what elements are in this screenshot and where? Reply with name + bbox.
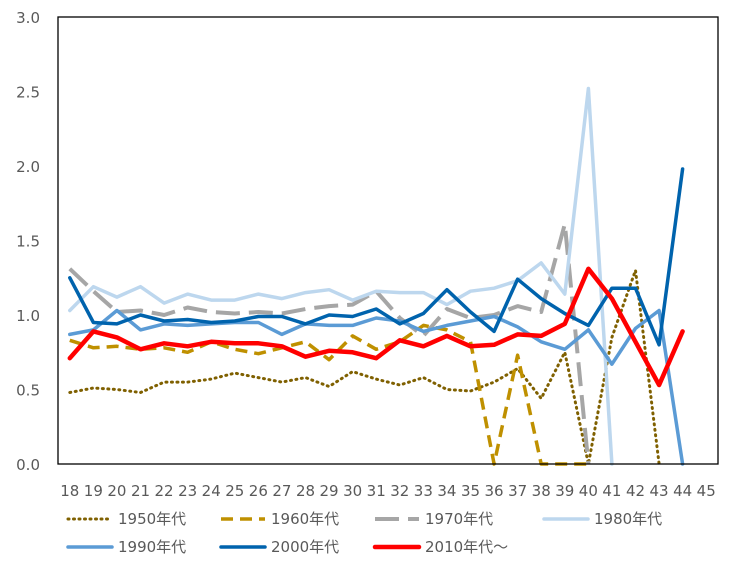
x-tick-label: 30 <box>343 482 362 500</box>
series-line-2 <box>69 323 589 466</box>
y-tick-labels: 0.0 0.5 1.0 1.5 2.0 2.5 3.0 <box>16 9 40 474</box>
legend-item: 2010年代～ <box>372 538 508 556</box>
x-tick-label: 32 <box>390 482 409 500</box>
x-tick-label: 21 <box>131 482 150 500</box>
y-tick-label: 1.5 <box>16 233 40 251</box>
legend-label: 1990年代 <box>118 538 186 556</box>
y-tick-label: 0.5 <box>16 382 40 400</box>
legend-label: 1980年代 <box>594 510 662 528</box>
series-line-3 <box>68 222 591 465</box>
legend-label: 1950年代 <box>118 510 186 528</box>
x-tick-label: 31 <box>367 482 386 500</box>
x-tick-label: 19 <box>84 482 103 500</box>
x-tick-label: 44 <box>673 482 692 500</box>
legend-label: 2010年代～ <box>425 538 508 556</box>
x-tick-label: 40 <box>579 482 598 500</box>
x-tick-label: 43 <box>650 482 669 500</box>
x-tick-label: 25 <box>225 482 244 500</box>
series-line-7 <box>67 266 685 388</box>
x-tick-label: 23 <box>178 482 197 500</box>
x-tick-label: 24 <box>202 482 221 500</box>
y-tick-label: 0.0 <box>16 456 40 474</box>
legend-item: 1980年代 <box>542 510 662 528</box>
x-tick-label: 42 <box>626 482 645 500</box>
series-line-6 <box>68 167 685 347</box>
x-tick-label: 39 <box>555 482 574 500</box>
legend: 1950年代 1960年代 1970年代 1980年代 1990年代 2000年代 2010… <box>66 510 662 556</box>
x-tick-label: 35 <box>461 482 480 500</box>
x-tick-label: 20 <box>107 482 126 500</box>
legend-item: 1990年代 <box>66 538 186 556</box>
y-tick-label: 2.5 <box>16 84 40 102</box>
x-tick-label: 33 <box>414 482 433 500</box>
x-tick-labels: 18 19 20 21 22 23 24 25 26 27 28 29 30 31 32 33 34 35 36 37… <box>60 482 716 500</box>
y-tick-label: 2.0 <box>16 158 40 176</box>
x-tick-label: 38 <box>532 482 551 500</box>
x-tick-label: 27 <box>272 482 291 500</box>
series-lines <box>67 86 685 466</box>
y-tick-label: 3.0 <box>16 9 40 27</box>
x-tick-label: 37 <box>508 482 527 500</box>
x-tick-label: 18 <box>60 482 79 500</box>
x-tick-label: 29 <box>320 482 339 500</box>
series-line-5 <box>68 308 685 466</box>
legend-item: 1970年代 <box>375 510 493 528</box>
x-tick-label: 45 <box>697 482 716 500</box>
legend-label: 2000年代 <box>271 538 339 556</box>
legend-label: 1970年代 <box>425 510 493 528</box>
legend-item: 2000年代 <box>219 538 339 556</box>
plot-area-border <box>57 16 719 465</box>
legend-item: 1950年代 <box>66 510 186 528</box>
x-tick-label: 28 <box>296 482 315 500</box>
x-tick-label: 34 <box>437 482 456 500</box>
x-tick-label: 36 <box>485 482 504 500</box>
series-line-1 <box>68 268 661 466</box>
x-tick-label: 22 <box>155 482 174 500</box>
series-line-4 <box>68 86 614 466</box>
x-tick-label: 41 <box>602 482 621 500</box>
y-tick-label: 1.0 <box>16 307 40 325</box>
legend-item: 1960年代 <box>221 510 339 528</box>
legend-label: 1960年代 <box>271 510 339 528</box>
x-tick-label: 26 <box>249 482 268 500</box>
